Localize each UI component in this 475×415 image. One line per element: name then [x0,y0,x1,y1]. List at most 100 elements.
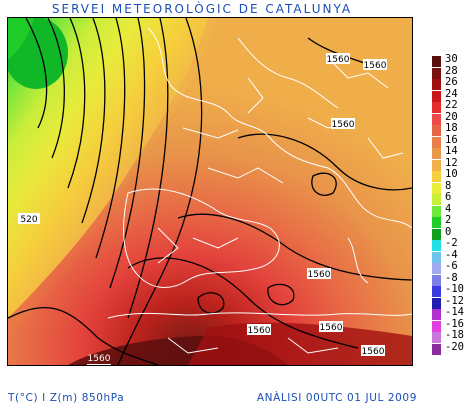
legend-label: -8 [445,271,458,284]
legend-label: -10 [445,283,464,295]
contour-label-1560: 1560 [320,323,343,333]
contour-label-bg [87,364,111,365]
legend-item: -20 [432,340,475,355]
legend-swatch [432,159,441,171]
legend-item: -6 [432,260,475,274]
legend-label: 12 [445,156,458,169]
legend-swatch [432,274,441,286]
legend-item: 28 [432,64,475,79]
legend-swatch [432,228,441,240]
legend-swatch [432,102,441,113]
legend-item: 18 [432,122,475,136]
legend-label: 30 [445,53,458,65]
legend-swatch [432,79,441,90]
legend-swatch [432,56,441,67]
legend-swatch [432,113,441,125]
legend-item: 24 [432,87,475,102]
legend-label: 20 [445,110,458,123]
contour-label-bg [307,268,331,279]
legend-item: 14 [432,145,475,159]
legend-label: 10 [445,168,458,180]
page-title: SERVEI METEOROLÒGIC DE CATALUNYA [51,2,353,16]
legend-item: 12 [432,156,475,171]
legend-item: 26 [432,76,475,90]
legend-label: 14 [445,145,458,157]
legend-label: 6 [445,191,452,203]
legend-label: 28 [445,64,458,77]
legend-label: 24 [445,87,458,100]
legend-swatch [432,263,441,274]
legend-swatch [432,251,441,263]
legend-label: -16 [445,317,464,330]
legend-swatch [432,90,441,102]
legend-swatch [432,125,441,136]
hot-band [188,322,412,365]
legend-swatch [432,194,441,205]
legend-label: -4 [445,248,458,261]
legend-label: 26 [445,76,458,88]
legend-item: -4 [432,248,475,263]
contour-label-1560: 1560 [364,61,387,71]
legend-swatch [432,182,441,194]
cold-pool-inner [8,18,34,60]
contour-label-1560: 1560 [327,55,350,65]
variables-caption: T(°C) I Z(m) 850hPa [8,392,125,404]
legend-swatch [432,240,441,251]
contour-label-bg [18,213,40,224]
contour-label-bg [247,324,271,335]
legend-item: 22 [432,99,475,113]
contour-label-1560: 1560 [362,347,385,357]
legend-swatch [432,136,441,148]
temperature-map: 520 1560 1560 1560 1560 1560 1560 1560 1… [7,17,413,366]
legend-item: 4 [432,202,475,217]
contour-label-1560: 1560 [88,354,111,364]
legend-label: 4 [445,202,452,215]
map-svg: 520 1560 1560 1560 1560 1560 1560 1560 1… [8,18,412,365]
legend-swatch [432,171,441,182]
legend-label: -14 [445,306,464,318]
contour-label-1560: 1560 [248,326,271,336]
legend-item: -12 [432,295,475,309]
legend-item: 2 [432,214,475,228]
legend-swatch [432,67,441,79]
legend-item: 10 [432,168,475,182]
analysis-caption: ANÀLISI 00UTC 01 JUL 2009 [256,392,417,404]
legend-label: 8 [445,179,452,192]
legend-swatch [432,286,441,297]
legend-label: 0 [445,225,452,238]
legend-swatch [432,297,441,309]
legend-swatch [432,148,441,159]
legend-item: 8 [432,179,475,194]
legend-item: -8 [432,271,475,286]
legend-label: -6 [445,260,458,272]
legend-item: 0 [432,225,475,240]
legend-item: 6 [432,191,475,205]
contour-label-bg [331,118,355,129]
legend-label: -2 [445,237,458,249]
legend-item: -18 [432,329,475,343]
legend-item: 30 [432,53,475,67]
cold-air-core [8,18,208,318]
legend-label: -18 [445,329,464,341]
legend-label: 2 [445,214,452,226]
legend-item: 16 [432,133,475,148]
legend-label: -20 [445,340,464,353]
geopotential-contours [8,18,412,365]
temperature-legend: 30 28 26 24 22 20 18 16 14 12 10 8 6 4 2 0 -2 -4 -6 -8 -10 -1… [432,53,475,356]
contour-label-bg [363,59,387,70]
legend-swatch [432,320,441,332]
contour-label-1560: 1560 [332,120,355,130]
legend-label: 16 [445,133,458,146]
legend-swatch [432,309,441,320]
contour-label-1560: 1560 [308,270,331,280]
contour-label-520: 520 [20,215,37,225]
legend-label: 22 [445,99,458,111]
legend-swatch [432,217,441,228]
legend-item: -10 [432,283,475,297]
legend-swatch [432,205,441,217]
legend-swatch [432,332,441,343]
contour-label-bg [361,345,385,356]
legend-item: -2 [432,237,475,251]
legend-item: 20 [432,110,475,125]
